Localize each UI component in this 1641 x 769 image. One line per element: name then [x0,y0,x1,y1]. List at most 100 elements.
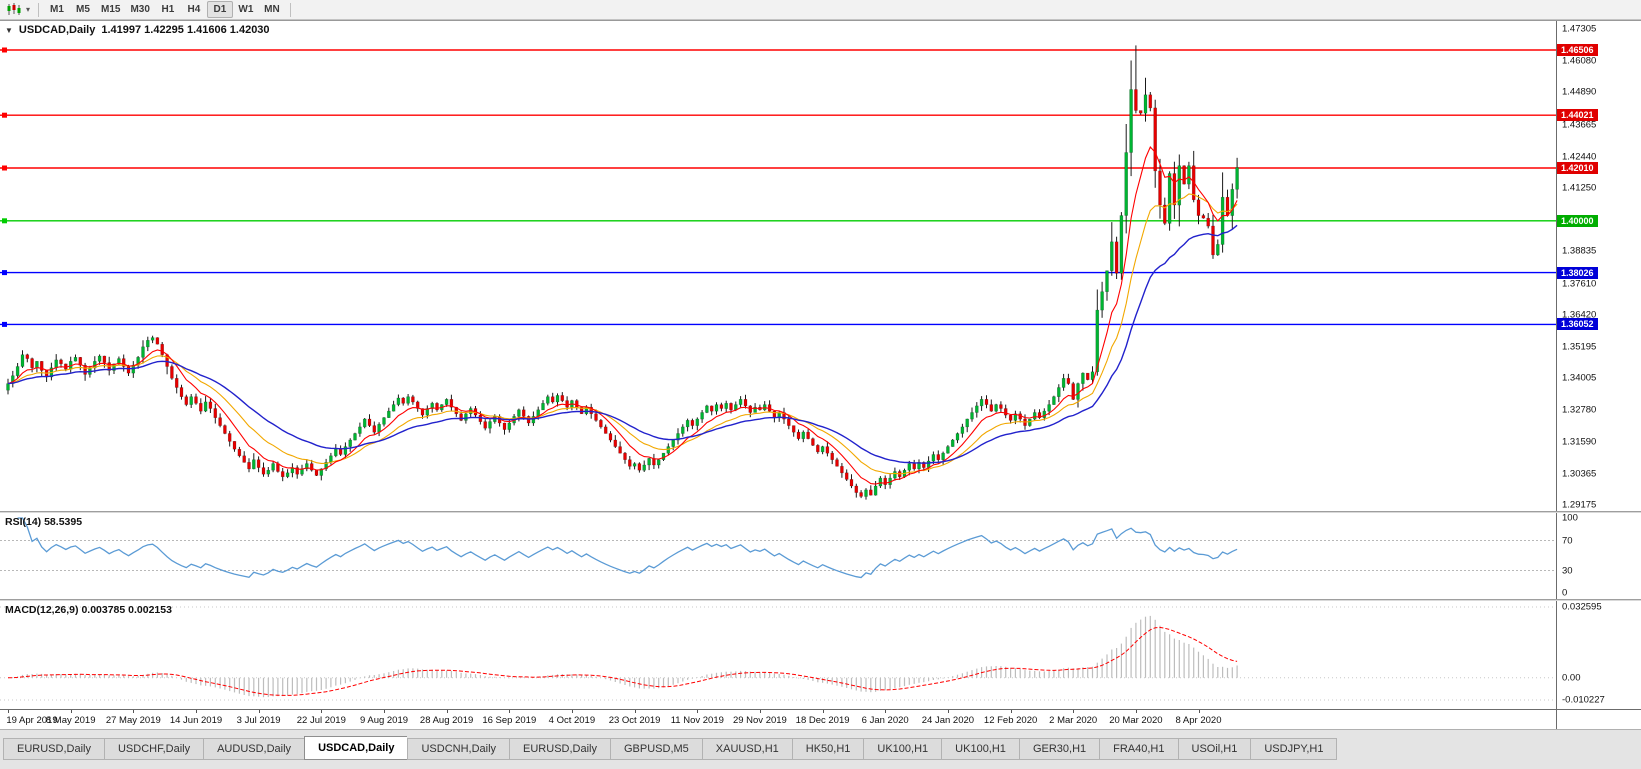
period-button-m5[interactable]: M5 [76,4,90,15]
chart-type-icon[interactable] [3,2,23,18]
pane-splitter[interactable] [0,599,1641,601]
period-button-m1[interactable]: M1 [50,4,64,15]
time-axis-tick [1073,710,1075,713]
time-axis[interactable]: 19 Apr 2019 8 May 2019 27 May 2019 14 Jun 2… [0,709,1641,730]
chart-tab-eurusd-daily[interactable]: EURUSD,Daily [509,738,610,760]
time-axis-label: 16 Sep 2019 [482,715,537,726]
time-axis-tick [1198,710,1200,713]
chart-tab-usdcnh-daily[interactable]: USDCNH,Daily [407,738,510,760]
chart-title: ▼ USDCAD,Daily 1.41997 1.42295 1.41606 1… [5,24,270,36]
chart-tab-uk100-h1[interactable]: UK100,H1 [941,738,1019,760]
time-axis-tick [947,710,949,713]
price-scale-label: 1.37610 [1562,278,1597,289]
rsi-scale-label: 100 [1562,512,1578,524]
time-axis-label: 28 Aug 2019 [419,715,474,726]
period-button-h1[interactable]: H1 [161,4,175,15]
time-axis-label: 19 Apr 2019 [6,715,58,726]
chart-tab-usdchf-daily[interactable]: USDCHF,Daily [103,738,204,760]
price-plot-area[interactable]: ▼ USDCAD,Daily 1.41997 1.42295 1.41606 1… [0,21,1556,511]
macd-scale-label: -0.010227 [1562,694,1605,706]
price-pane: ▼ USDCAD,Daily 1.41997 1.42295 1.41606 1… [0,21,1641,511]
macd-histogram [12,615,1238,698]
time-axis-tick [697,710,699,713]
rsi-scale-label: 0 [1562,587,1568,599]
rsi-chart-canvas[interactable] [0,513,1556,599]
axis-corner [1556,710,1641,730]
price-scale-label: 1.30365 [1562,468,1597,480]
rsi-scale[interactable]: 100 70 30 0 [1556,513,1641,599]
chart-tab-ger30-h1[interactable]: GER30,H1 [1018,738,1100,760]
macd-signal-line [7,626,1238,696]
pane-splitter[interactable] [0,511,1641,513]
time-axis-tick [1135,710,1137,713]
period-button-m15[interactable]: M15 [101,4,121,15]
horizontal-level-lines[interactable] [0,47,1556,327]
moving-average-lines [7,146,1238,485]
time-axis-label: 20 Mar 2020 [1109,715,1163,726]
time-axis-label: 14 Jun 2019 [169,715,223,726]
price-scale-label: 1.43665 [1562,119,1597,131]
ma-fast-red [7,146,1238,485]
time-axis-label: 6 Jan 2020 [861,715,909,726]
macd-scale[interactable]: 0.032595 0.00 -0.010227 [1556,601,1641,709]
time-axis-label: 8 Apr 2020 [1175,715,1222,726]
macd-plot-area[interactable]: MACD(12,26,9) 0.003785 0.002153 [0,601,1556,709]
chart-tab-audusd-daily[interactable]: AUDUSD,Daily [203,738,305,760]
chart-tab-eurusd-daily[interactable]: EURUSD,Daily [3,738,104,760]
time-axis-label: 29 Nov 2019 [732,715,787,726]
chart-ohlc-values: 1.41997 1.42295 1.41606 1.42030 [101,24,270,36]
toolbar-separator [38,2,39,17]
chart-tab-uk100-h1[interactable]: UK100,H1 [863,738,942,760]
chart-tab-usdjpy-h1[interactable]: USDJPY,H1 [1250,738,1338,760]
price-scale-label: 1.46080 [1562,55,1597,67]
time-axis-tick [822,710,824,713]
macd-chart-canvas[interactable] [0,601,1556,709]
time-axis-label: 2 Mar 2020 [1049,715,1098,726]
price-scale-label: 1.42440 [1562,151,1597,163]
rsi-pane: RSI(14) 58.5395 100 70 30 0 [0,513,1641,599]
time-axis-tick [384,710,385,713]
price-chart-canvas[interactable] [0,21,1556,511]
price-scale-label: 1.31590 [1562,436,1597,448]
rsi-plot-area[interactable]: RSI(14) 58.5395 [0,513,1556,599]
period-button-d1[interactable]: D1 [206,1,233,18]
time-axis-label: 23 Oct 2019 [608,715,661,726]
time-axis-label: 11 Nov 2019 [670,715,724,726]
chart-tabs-bar: EURUSD,Daily USDCHF,Daily AUDUSD,Daily USDC… [0,729,1641,769]
level-price-badge: 1.38026 [1557,266,1598,279]
period-button-h4[interactable]: H4 [187,4,201,15]
time-axis-label: 3 Jul 2019 [236,715,281,726]
price-scale-label: 1.44890 [1562,86,1597,98]
chart-tab-fra40-h1[interactable]: FRA40,H1 [1099,738,1178,760]
chart-tab-xauusd-h1[interactable]: XAUUSD,H1 [701,738,792,760]
time-axis-label: 27 May 2019 [105,715,161,726]
chart-tab-usoil-h1[interactable]: USOil,H1 [1177,738,1251,760]
rsi-line [17,517,1238,579]
symbol-dropdown-icon[interactable]: ▼ [5,25,13,35]
rsi-scale-label: 30 [1562,565,1573,576]
ma-mid-yellow [7,193,1238,475]
chart-tab-gbpusd-m5[interactable]: GBPUSD,M5 [610,738,702,760]
chart-type-dropdown-icon[interactable]: ▾ [25,5,30,14]
chart-tab-usdcad-daily[interactable]: USDCAD,Daily [304,736,408,760]
period-button-w1[interactable]: W1 [238,4,254,15]
price-scale[interactable]: 1.47305 1.46080 1.44890 1.43665 1.42440 1.412… [1556,21,1641,511]
period-button-mn[interactable]: MN [264,4,280,15]
time-axis-tick [759,710,761,713]
time-axis-tick [634,710,636,713]
time-axis-labels[interactable]: 19 Apr 2019 8 May 2019 27 May 2019 14 Jun 2… [0,710,1556,730]
rsi-indicator-label: RSI(14) 58.5395 [5,516,83,528]
macd-pane: MACD(12,26,9) 0.003785 0.002153 0.032595… [0,601,1641,709]
chart-tab-hk50-h1[interactable]: HK50,H1 [791,738,864,760]
time-axis-tick [446,710,448,713]
level-price-badge: 1.46506 [1557,44,1598,56]
period-button-m30[interactable]: M30 [130,4,150,15]
time-axis-label: 8 May 2019 [45,715,96,726]
time-axis-tick [885,710,887,713]
level-price-badge: 1.40000 [1557,214,1598,227]
time-axis-label: 22 Jul 2019 [296,715,346,726]
ma-slow-blue [7,224,1238,464]
chart-symbol-label: USDCAD,Daily [18,24,96,36]
time-axis-tick [8,710,9,713]
